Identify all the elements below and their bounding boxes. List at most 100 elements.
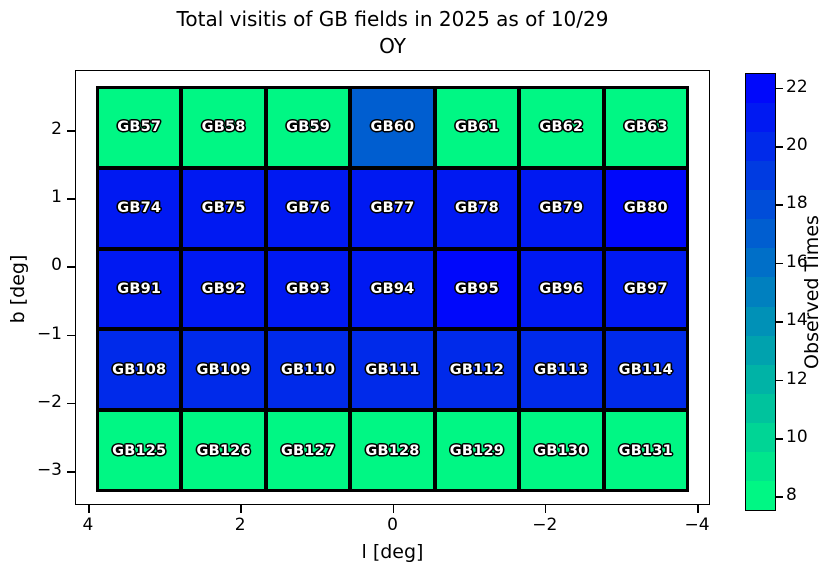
cell-label: GB114 [618,361,673,378]
heatmap-cell-GB61: GB61 [436,89,518,166]
colorbar-band [746,393,775,423]
colorbar-band [746,74,775,104]
heatmap-cell-GB108: GB108 [99,331,180,409]
colorbar-band [746,335,775,365]
cell-label: GB129 [449,442,505,459]
colorbar-tick-mark [776,496,783,498]
colorbar-band [746,248,775,278]
colorbar-band [746,161,775,191]
x-tick-label: 0 [387,515,398,535]
cell-label: GB97 [623,280,668,297]
colorbar-band [746,103,775,133]
heatmap-cell-GB91: GB91 [99,250,180,328]
cell-label: GB113 [534,361,589,378]
y-tick-label: 0 [51,255,62,276]
cell-label: GB91 [117,280,162,297]
colorbar-tick-label: 12 [786,368,808,389]
cell-label: GB59 [286,119,331,136]
cell-label: GB108 [112,361,167,378]
y-tick-label: 2 [51,119,62,139]
cell-label: GB93 [286,280,331,297]
cell-label: GB128 [365,442,420,459]
heatmap-cell-GB94: GB94 [352,250,433,328]
cell-label: GB130 [534,442,589,459]
y-tick-mark [67,130,75,132]
colorbar [745,73,776,511]
x-tick-mark [87,505,90,513]
cell-label: GB74 [117,200,162,217]
colorbar-tick-label: 14 [786,310,808,331]
cell-label: GB109 [196,361,251,378]
heatmap-cell-GB60: GB60 [352,89,433,166]
x-tick-mark [697,505,699,513]
y-tick-label: −2 [36,391,62,412]
y-tick-mark [67,402,75,405]
cell-label: GB63 [623,119,668,136]
heatmap-cell-GB128: GB128 [352,412,433,489]
colorbar-band [746,277,775,307]
cell-label: GB60 [370,119,415,136]
cell-label: GB58 [201,119,246,136]
chart-title: Total visitis of GB fields in 2025 as of… [75,6,710,60]
y-tick-mark [67,470,75,473]
x-tick-mark [240,505,242,513]
cell-label: GB75 [201,200,246,217]
heatmap-cell-GB95: GB95 [436,250,518,328]
cell-label: GB94 [370,280,415,297]
x-tick-label: −4 [684,515,710,535]
cell-label: GB77 [370,200,415,217]
x-tick-mark [544,505,547,513]
colorbar-tick-mark [776,262,783,265]
heatmap-cell-GB93: GB93 [267,250,349,328]
cell-label: GB110 [280,361,336,378]
heatmap-cell-GB78: GB78 [436,169,518,247]
heatmap-cell-GB97: GB97 [605,250,686,328]
cell-label: GB92 [201,280,246,297]
y-tick-label: −3 [36,459,62,480]
heatmap-cell-GB125: GB125 [99,412,180,489]
cell-label: GB112 [449,361,505,378]
heatmap-cell-GB62: GB62 [521,89,602,166]
heatmap-cell-GB77: GB77 [352,169,433,247]
heatmap-cell-GB129: GB129 [436,412,518,489]
y-tick-label: 1 [51,187,62,208]
heatmap-cell-GB79: GB79 [521,169,602,247]
chart-title-line1: Total visitis of GB fields in 2025 as of… [176,7,609,31]
colorbar-tick-label: 18 [786,193,808,214]
heatmap-cell-GB59: GB59 [267,89,349,166]
colorbar-tick-label: 10 [786,427,808,447]
heatmap-cell-GB58: GB58 [183,89,264,166]
colorbar-tick-mark [776,204,783,206]
heatmap-cell-GB96: GB96 [521,250,602,328]
cell-label: GB78 [454,200,499,217]
colorbar-band [746,306,775,336]
colorbar-tick-label: 22 [786,76,808,97]
cell-label: GB96 [539,280,584,297]
colorbar-band [746,422,775,452]
y-tick-mark [67,266,75,268]
colorbar-tick-mark [776,146,783,148]
cell-label: GB111 [365,361,420,378]
heatmap-cell-GB131: GB131 [605,412,686,489]
cell-label: GB125 [112,442,167,459]
cell-label: GB127 [280,442,336,459]
colorbar-tick-mark [776,438,783,440]
heatmap-cell-GB57: GB57 [99,89,180,166]
colorbar-tick-mark [776,379,783,382]
heatmap-cell-GB76: GB76 [267,169,349,247]
colorbar-tick-label: 16 [786,251,808,272]
cell-label: GB62 [539,119,584,136]
colorbar-band [746,219,775,249]
colorbar-band [746,132,775,162]
heatmap-cell-GB75: GB75 [183,169,264,247]
cell-label: GB76 [286,200,331,217]
heatmap-cell-GB114: GB114 [605,331,686,409]
y-tick-mark [67,198,75,200]
cell-label: GB126 [196,442,251,459]
heatmap-cell-GB127: GB127 [267,412,349,489]
cell-label: GB61 [454,119,499,136]
x-tick-label: 4 [82,515,94,535]
x-tick-mark [392,505,395,513]
colorbar-tick-mark [776,87,783,90]
